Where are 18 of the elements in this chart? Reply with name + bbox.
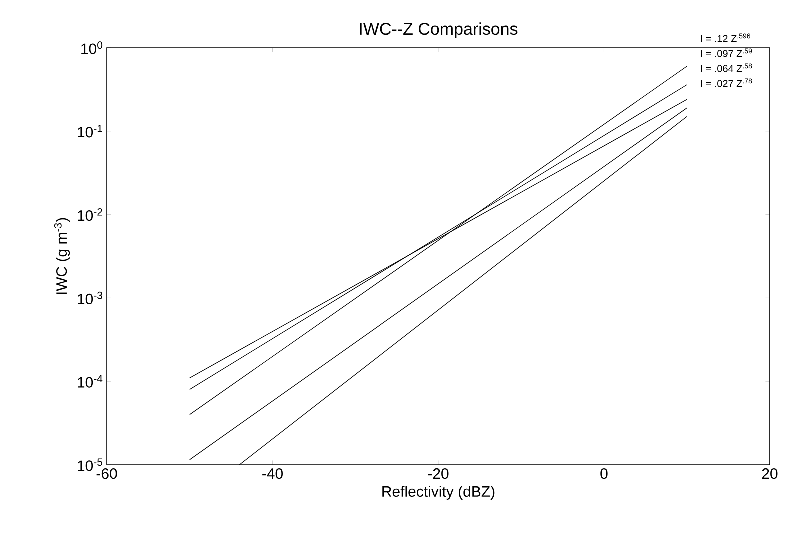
chart-title: IWC--Z Comparisons — [360, 22, 518, 38]
y-tick-label: 10$^{-4}$ — [78, 375, 103, 388]
y-tick-label: 10$^{-3}$ — [78, 292, 103, 305]
y-tick-label: 10$^{-2}$ — [78, 208, 102, 222]
annotation: I = .097 Z$^{.59}$ — [701, 48, 752, 58]
x-tick-label: -40 — [262, 468, 283, 480]
y-tick-label: 10$^{-5}$ — [78, 458, 103, 472]
annotation: I = .064 Z$^{.58}$ — [701, 64, 752, 72]
y-tick-label: 10$^{0}$ — [82, 42, 103, 54]
annotation: I = .027 Z$^{.78}$ — [701, 78, 752, 88]
x-tick-label: -20 — [428, 468, 449, 480]
x-tick-label: 0 — [600, 468, 608, 480]
x-tick-label: -60 — [96, 468, 118, 480]
x-axis-title: Reflectivity (dBZ) — [382, 486, 495, 500]
y-tick-label: 10$^{-1}$ — [78, 125, 102, 138]
text: I = .12 Z$^{.596}$ — [701, 34, 750, 42]
x-tick-label: 20 — [762, 468, 778, 480]
y-axis-title: IWC (g m$^{-3}$) — [54, 218, 70, 294]
